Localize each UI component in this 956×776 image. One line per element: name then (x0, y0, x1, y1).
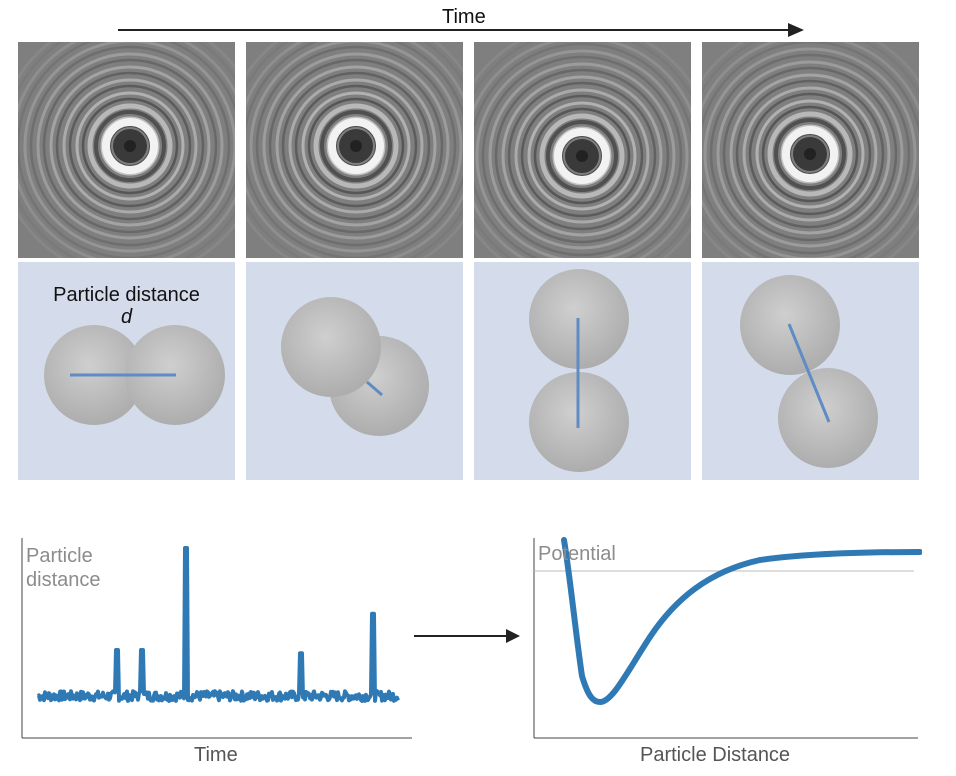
potential-plot (533, 537, 922, 739)
interference-ring (514, 88, 650, 224)
particle-center (576, 150, 588, 162)
interference-ring (320, 110, 392, 182)
interference-ring (55, 71, 205, 221)
interference-ring (703, 47, 917, 258)
interference-ring (294, 84, 418, 208)
distance-line (787, 323, 831, 423)
ylabel-line-2: distance (26, 569, 101, 591)
interference-ring (774, 118, 846, 190)
interference-ring (767, 111, 853, 197)
distance-trace (36, 546, 400, 703)
interference-ring (488, 62, 676, 250)
interference-ring (474, 42, 691, 258)
schematic-panel-2 (246, 262, 463, 480)
interference-ring (735, 79, 885, 229)
interference-ring (546, 120, 618, 192)
interference-ring (755, 99, 865, 209)
interference-ring (475, 49, 689, 258)
interference-ring (748, 92, 872, 216)
schematic-panel-3 (474, 262, 691, 480)
left-plot-xlabel: Time (194, 744, 238, 766)
time-arrow (118, 23, 804, 37)
interference-ring (36, 52, 224, 240)
interference-ring (709, 53, 911, 255)
bright-ring (782, 126, 838, 182)
schematic-panel-4 (702, 262, 919, 480)
interference-ring (81, 97, 179, 195)
interference-ring (520, 94, 644, 218)
interference-ring (742, 86, 878, 222)
interference-ring (42, 58, 218, 234)
interference-ring (539, 113, 625, 199)
interference-ring (288, 78, 424, 214)
time-label: Time (442, 6, 486, 28)
interference-ring (249, 42, 463, 253)
sphere (281, 297, 381, 397)
schematic-panel-1 (18, 262, 235, 480)
interference-ring (307, 97, 405, 195)
particle-center (804, 148, 816, 160)
hologram-image-3 (474, 42, 691, 258)
hologram-frame-2 (246, 42, 463, 258)
interference-ring (716, 60, 904, 248)
bright-ring (102, 118, 158, 174)
interference-ring (275, 65, 437, 227)
hologram-image-2 (246, 42, 463, 258)
interference-ring (481, 55, 683, 257)
interference-ring (533, 107, 631, 205)
interference-ring (23, 42, 235, 253)
interference-ring (501, 75, 663, 237)
interference-ring (527, 101, 637, 211)
interference-ring (761, 105, 859, 203)
interference-ring (62, 78, 198, 214)
particle-distance-text: Particle distance (53, 284, 200, 306)
interference-ring (729, 73, 891, 235)
interference-ring (94, 110, 166, 182)
interference-ring (68, 84, 192, 208)
interference-ring (507, 81, 657, 231)
hologram-frame-4 (702, 42, 919, 258)
interference-ring (255, 45, 457, 247)
hologram-image-1 (18, 42, 235, 258)
interference-ring (722, 66, 898, 242)
interference-ring (301, 91, 411, 201)
right-plot-ylabel: Potential (538, 543, 616, 565)
potential-curve (561, 537, 922, 706)
particle-center (124, 140, 136, 152)
transform-arrow (414, 629, 520, 643)
particle-distance-label: Particle distance d (18, 284, 235, 328)
interference-ring (268, 58, 444, 234)
particle-center (350, 140, 362, 152)
right-plot-xlabel: Particle Distance (640, 744, 791, 766)
left-plot-ylabel: Particle distance (26, 544, 101, 592)
interference-ring (87, 103, 173, 189)
distance-time-plot (21, 538, 412, 739)
interference-ring (262, 52, 450, 240)
interference-ring (75, 91, 185, 201)
bright-ring (554, 128, 610, 184)
hologram-frame-1 (18, 42, 235, 258)
distance-line (366, 380, 383, 397)
interference-ring (49, 65, 211, 227)
interference-ring (281, 71, 431, 221)
interference-ring (494, 68, 670, 244)
interference-ring (313, 103, 399, 189)
interference-ring (29, 45, 231, 247)
ylabel-line-1: Particle (26, 545, 93, 567)
hologram-frame-3 (474, 42, 691, 258)
distance-symbol: d (120, 306, 133, 328)
bright-ring (328, 118, 384, 174)
hologram-image-4 (702, 42, 919, 258)
